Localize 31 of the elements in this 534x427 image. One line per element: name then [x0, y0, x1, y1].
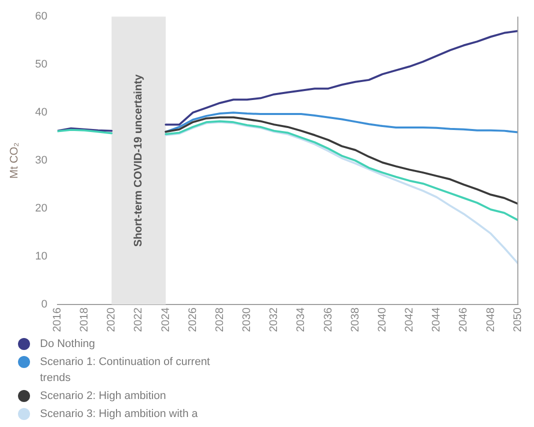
- x-tick-label: 2034: [295, 308, 308, 332]
- y-tick-label: 30: [35, 154, 48, 167]
- y-tick-label: 60: [35, 10, 48, 23]
- band-label: Short-term COVID-19 uncertainty: [132, 74, 145, 247]
- x-tick-label: 2046: [458, 308, 470, 332]
- y-tick-label: 20: [35, 202, 48, 215]
- x-tick-label: 2020: [106, 308, 118, 332]
- legend-label: Scenario 1: Continuation of current trends: [40, 355, 211, 386]
- x-tick-label: 2038: [349, 308, 362, 332]
- x-tick-label: 2028: [214, 308, 226, 332]
- legend-label: Scenario 2: High ambition: [40, 389, 167, 404]
- legend-label: Do Nothing: [40, 337, 96, 352]
- y-axis-title: Mt CO₂: [8, 142, 21, 179]
- legend-label: Scenario 3: High ambition with a: [40, 407, 199, 422]
- x-tick-label: 2026: [186, 308, 199, 332]
- y-tick-label: 40: [35, 106, 48, 119]
- x-tick-label: 2036: [322, 308, 334, 332]
- x-tick-label: 2050: [512, 308, 524, 332]
- x-tick-label: 2048: [484, 308, 497, 332]
- x-tick-label: 2024: [160, 308, 172, 332]
- x-tick-label: 2022: [132, 308, 145, 332]
- x-tick-label: 2016: [51, 308, 64, 332]
- x-tick-label: 2018: [78, 308, 91, 332]
- y-tick-label: 0: [41, 298, 48, 311]
- x-tick-label: 2042: [404, 308, 416, 332]
- y-tick-label: 50: [35, 58, 48, 71]
- x-tick-label: 2044: [430, 308, 443, 332]
- x-tick-label: 2030: [241, 308, 254, 332]
- x-tick-label: 2040: [376, 308, 388, 332]
- y-tick-label: 10: [35, 250, 48, 263]
- x-tick-label: 2032: [268, 308, 280, 332]
